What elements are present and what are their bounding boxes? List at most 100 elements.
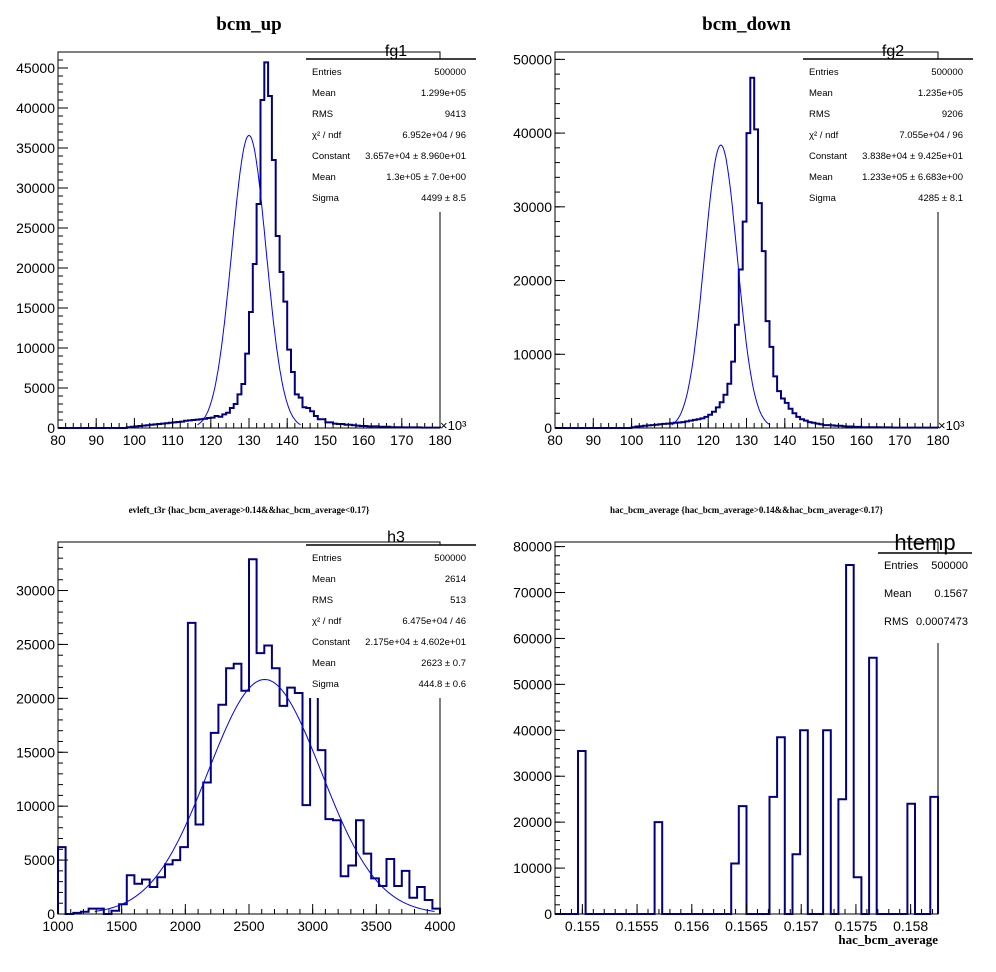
stats-row-value: 513	[450, 595, 466, 606]
x-exponent-label: ×10³	[938, 418, 965, 433]
x-tick-label: 0.1555	[616, 918, 659, 934]
stats-box-bg	[306, 59, 476, 212]
x-exponent-label: ×10³	[440, 418, 467, 433]
y-tick-label: 30000	[513, 199, 552, 215]
stats-box-name: fg2	[882, 43, 904, 60]
stats-box-name: fg1	[385, 43, 407, 60]
stats-row-value: 2623 ± 0.7	[421, 658, 466, 669]
x-tick-label: 100	[620, 432, 644, 448]
x-tick-label: 140	[773, 432, 797, 448]
stats-row-value: 6.475e+04 / 46	[402, 616, 466, 627]
y-tick-label: 20000	[513, 273, 552, 289]
y-tick-label: 10000	[16, 798, 55, 814]
x-tick-label: 150	[811, 432, 835, 448]
x-tick-label: 180	[926, 432, 950, 448]
histogram-series	[57, 558, 441, 915]
x-axis-title: hac_bcm_average	[838, 932, 938, 947]
x-tick-label: 1000	[42, 918, 73, 934]
y-tick-label: 15000	[16, 300, 55, 316]
x-tick-label: 150	[314, 432, 338, 448]
stats-box-name: h3	[387, 529, 405, 546]
x-tick-label: 0.158	[893, 918, 928, 934]
stats-row-label: Sigma	[312, 193, 340, 204]
histogram-series	[58, 61, 441, 429]
y-tick-label: 20000	[16, 690, 55, 706]
y-tick-label: 40000	[513, 125, 552, 141]
stats-row-label: Entries	[809, 67, 839, 78]
stats-row-label: Mean	[809, 88, 833, 99]
stats-row-value: 3.657e+04 ± 8.960e+01	[365, 151, 466, 162]
y-tick-label: 10000	[513, 346, 552, 362]
stats-row-label: Mean	[312, 658, 336, 669]
stats-row-value: 500000	[931, 67, 963, 78]
y-tick-label: 0	[47, 906, 55, 922]
y-tick-label: 30000	[513, 768, 552, 784]
stats-row-label: RMS	[884, 616, 908, 628]
stats-box-bg	[803, 59, 973, 212]
stats-row-label: χ² / ndf	[809, 130, 839, 141]
y-tick-label: 45000	[16, 60, 55, 76]
stats-row-label: Entries	[312, 67, 342, 78]
x-tick-label: 2500	[233, 918, 264, 934]
y-tick-label: 50000	[513, 51, 552, 67]
stats-row-label: χ² / ndf	[312, 130, 342, 141]
x-tick-label: 120	[199, 432, 223, 448]
x-tick-label: 100	[123, 432, 147, 448]
stats-row-value: 4499 ± 8.5	[421, 193, 466, 204]
stats-box: htemp Entries 500000 Mean 0.1567 RMS 0.0007473	[878, 530, 972, 643]
x-tick-label: 180	[428, 432, 452, 448]
y-tick-label: 40000	[16, 100, 55, 116]
stats-row-value: 0.0007473	[916, 616, 968, 628]
y-tick-label: 35000	[16, 140, 55, 156]
x-tick-label: 90	[586, 432, 602, 448]
stats-row-label: Sigma	[809, 193, 837, 204]
y-tick-label: 20000	[16, 260, 55, 276]
x-tick-label: 170	[888, 432, 912, 448]
stats-row-value: 9206	[942, 109, 963, 120]
histogram-series	[555, 564, 939, 915]
x-tick-label: 1500	[106, 918, 137, 934]
y-tick-label: 70000	[513, 585, 552, 601]
y-tick-label: 0	[544, 420, 552, 436]
x-tick-label: 0.1575	[835, 918, 878, 934]
stats-row-label: RMS	[809, 109, 830, 120]
x-tick-label: 0.157	[784, 918, 819, 934]
x-tick-label: 110	[659, 432, 682, 448]
chart-title: bcm_down	[702, 14, 791, 35]
x-tick-label: 110	[161, 432, 184, 448]
stats-row-value: 1.235e+05	[918, 88, 963, 99]
stats-row-value: 1.3e+05 ± 7.0e+00	[386, 172, 466, 183]
chart-title: evleft_t3r {hac_bcm_average>0.14&&hac_bc…	[129, 505, 370, 515]
x-tick-label: 80	[50, 432, 66, 448]
stats-row-label: Mean	[884, 588, 912, 600]
stats-row-label: Constant	[312, 151, 350, 162]
x-tick-label: 160	[850, 432, 874, 448]
chart-4: hac_bcm_average {hac_bcm_average>0.14&&h…	[513, 505, 972, 947]
y-tick-label: 25000	[16, 636, 55, 652]
y-tick-label: 0	[47, 420, 55, 436]
stats-row-label: Mean	[809, 172, 833, 183]
stats-row-label: χ² / ndf	[312, 616, 342, 627]
chart-1: bcm_up 0 5000 10000 15000 20000 25000 30000 3500…	[16, 14, 476, 448]
y-tick-label: 40000	[513, 722, 552, 738]
stats-box-bg	[878, 553, 972, 643]
fit-curve	[94, 678, 435, 912]
stats-row-value: 1.233e+05 ± 6.683e+00	[862, 172, 963, 183]
y-tick-label: 20000	[513, 814, 552, 830]
y-tick-label: 30000	[16, 583, 55, 599]
stats-row-label: RMS	[312, 109, 333, 120]
stats-row-value: 6.952e+04 / 96	[402, 130, 466, 141]
stats-row-label: RMS	[312, 595, 333, 606]
y-tick-label: 25000	[16, 220, 55, 236]
stats-row-value: 0.1567	[934, 588, 968, 600]
x-tick-label: 80	[547, 432, 563, 448]
stats-row-value: 1.299e+05	[421, 88, 466, 99]
x-tick-label: 130	[237, 432, 261, 448]
stats-row-value: 500000	[434, 553, 466, 564]
stats-box: h3 Entries 500000 Mean 2614 RMS 513 χ² / ndf 6.4…	[306, 529, 476, 698]
y-tick-label: 50000	[513, 676, 552, 692]
stats-box-bg	[306, 545, 476, 698]
stats-row-label: Mean	[312, 88, 336, 99]
x-tick-label: 90	[88, 432, 104, 448]
stats-row-value: 3.838e+04 ± 9.425e+01	[862, 151, 963, 162]
